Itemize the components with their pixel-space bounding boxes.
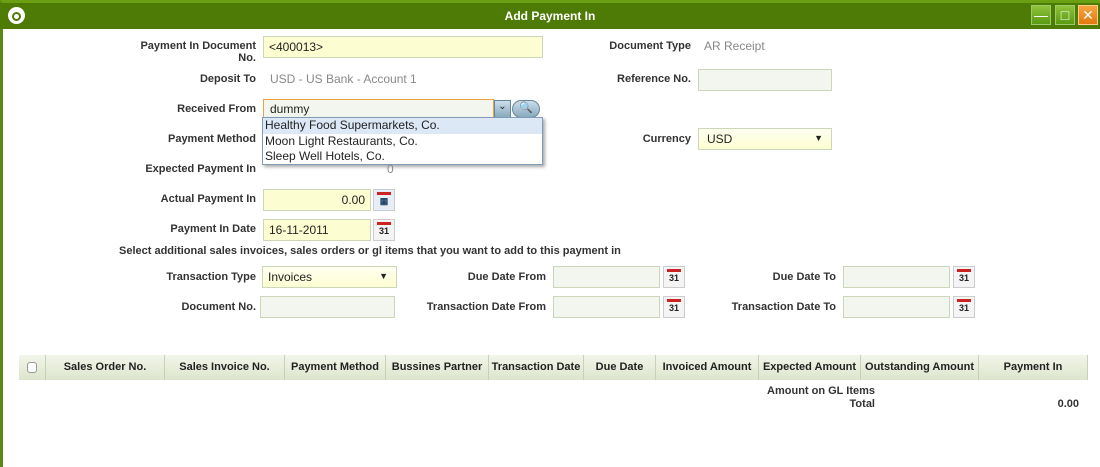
doc-no-input[interactable]: <400013> [263, 36, 543, 58]
trx-date-from-input[interactable] [553, 296, 660, 318]
reference-input[interactable] [698, 69, 832, 91]
calendar-icon[interactable]: 31 [663, 266, 685, 288]
trx-date-to-label: Transaction Date To [731, 301, 836, 313]
trx-date-to-input[interactable] [843, 296, 950, 318]
due-date-to-label: Due Date To [772, 271, 836, 283]
calendar-icon[interactable]: 31 [953, 296, 975, 318]
app-logo-icon [8, 7, 25, 24]
column-header[interactable]: Invoiced Amount [656, 355, 759, 380]
transaction-type-select[interactable]: Invoices ▼ [262, 266, 397, 288]
column-header[interactable]: Outstanding Amount [861, 355, 979, 380]
due-date-from-label: Due Date From [467, 271, 546, 283]
payment-date-input[interactable]: 16-11-2011 [263, 219, 371, 241]
payment-date-label: Payment In Date [170, 223, 256, 235]
deposit-to-label: Deposit To [199, 73, 256, 85]
received-from-input[interactable]: dummy [263, 99, 494, 119]
filter-doc-no-input[interactable] [260, 296, 395, 318]
payment-method-label: Payment Method [167, 133, 256, 145]
close-button[interactable]: ✕ [1078, 5, 1098, 25]
window-title: Add Payment In [504, 9, 596, 23]
column-header[interactable]: Expected Amount [759, 355, 861, 380]
actual-payment-input[interactable]: 0.00 [263, 189, 371, 211]
title-bar[interactable]: Add Payment In — □ ✕ [0, 3, 1100, 29]
filter-doc-no-label: Document No. [181, 301, 256, 313]
calculator-icon[interactable]: ▦ [373, 189, 395, 211]
currency-select[interactable]: USD ▼ [698, 128, 832, 150]
dropdown-option[interactable]: Healthy Food Supermarkets, Co. [263, 118, 542, 134]
dropdown-option[interactable]: Moon Light Restaurants, Co. [265, 133, 418, 148]
due-date-to-input[interactable] [843, 266, 950, 288]
trx-date-from-label: Transaction Date From [426, 301, 546, 313]
calendar-icon[interactable]: 31 [663, 296, 685, 318]
dropdown-option[interactable]: Sleep Well Hotels, Co. [265, 149, 385, 163]
received-from-label: Received From [177, 103, 256, 115]
gl-items-label: Amount on GL Items [767, 385, 875, 397]
column-header[interactable]: Sales Invoice No. [165, 355, 285, 380]
column-header[interactable]: Payment In [979, 355, 1088, 380]
calendar-icon[interactable]: 31 [373, 219, 395, 241]
currency-value: USD [707, 132, 733, 146]
dropdown-toggle-button[interactable]: ⌄ [494, 100, 511, 118]
select-all-header [19, 355, 46, 380]
instructions-text: Select additional sales invoices, sales … [119, 245, 621, 257]
column-header[interactable]: Sales Order No. [46, 355, 165, 380]
maximize-button[interactable]: □ [1055, 5, 1075, 25]
deposit-to-value: USD - US Bank - Account 1 [270, 72, 417, 86]
actual-payment-label: Actual Payment In [160, 193, 256, 205]
search-icon[interactable]: 🔍 [512, 100, 540, 118]
expected-payment-value: 0 [387, 162, 394, 176]
minimize-button[interactable]: — [1031, 5, 1051, 25]
total-label: Total [849, 398, 875, 410]
caret-down-icon: ▼ [814, 133, 823, 143]
transaction-type-label: Transaction Type [166, 271, 256, 283]
column-header[interactable]: Due Date [584, 355, 656, 380]
doc-no-label: Payment In Document No. [140, 40, 256, 64]
received-from-dropdown: Healthy Food Supermarkets, Co. Moon Ligh… [262, 117, 543, 165]
calendar-icon[interactable]: 31 [953, 266, 975, 288]
column-header[interactable]: Payment Method [285, 355, 386, 380]
due-date-from-input[interactable] [553, 266, 660, 288]
doc-type-label: Document Type [609, 40, 691, 52]
select-all-checkbox[interactable] [27, 361, 37, 373]
total-value: 0.00 [1057, 398, 1079, 410]
doc-type-value: AR Receipt [704, 39, 765, 53]
column-header[interactable]: Transaction Date [489, 355, 584, 380]
transaction-type-value: Invoices [268, 270, 313, 284]
currency-label: Currency [642, 133, 691, 145]
expected-payment-label: Expected Payment In [145, 163, 256, 175]
column-header[interactable]: Bussines Partner [386, 355, 489, 380]
reference-label: Reference No. [617, 73, 691, 85]
caret-down-icon: ▼ [379, 271, 388, 281]
